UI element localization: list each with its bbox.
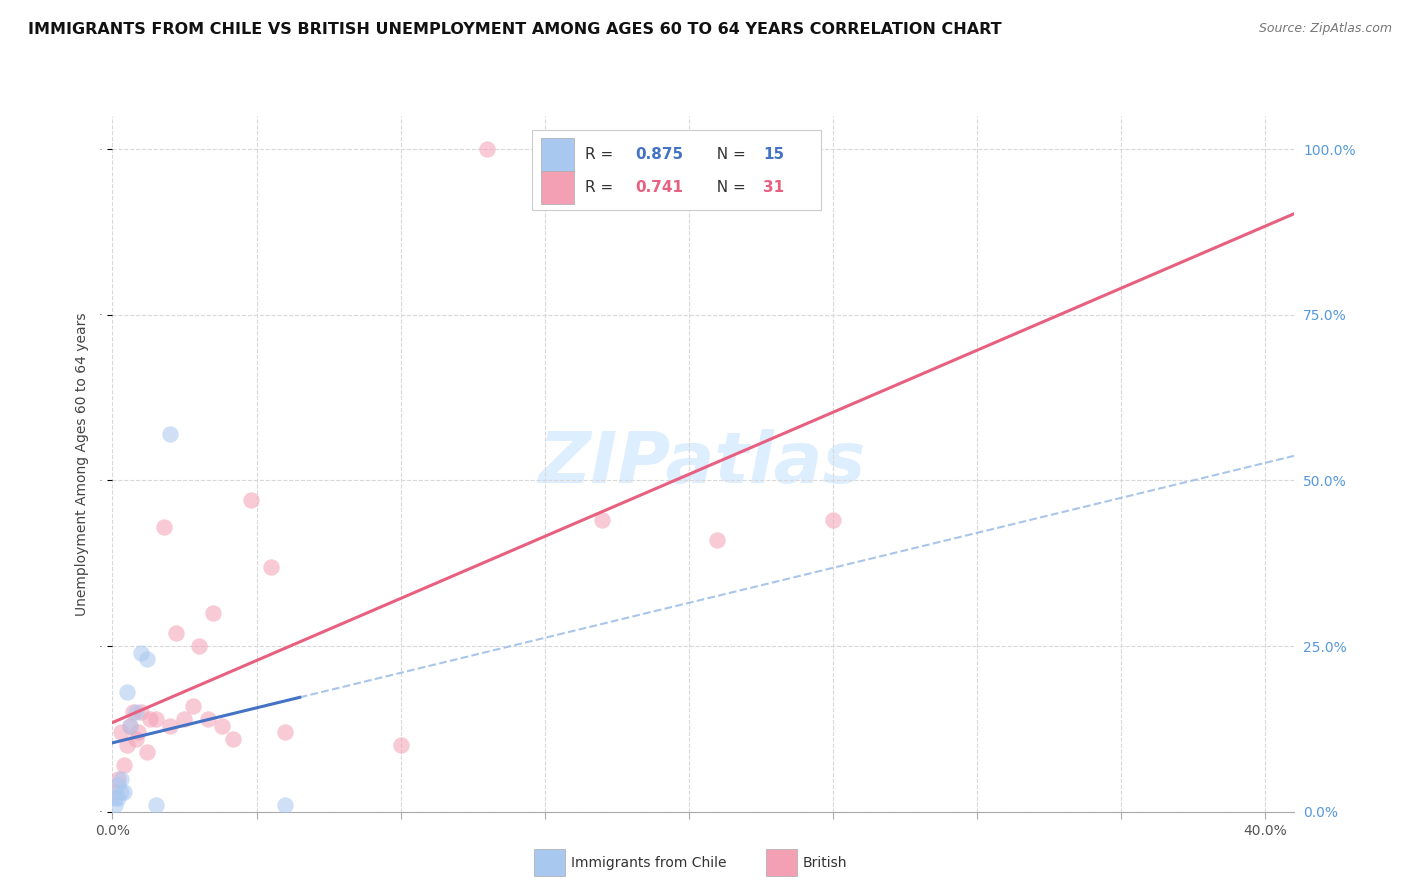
Point <box>118 718 141 732</box>
Text: British: British <box>803 855 848 870</box>
Point <box>197 712 219 726</box>
Point <box>112 758 135 772</box>
Point <box>121 706 143 720</box>
Point <box>274 798 297 813</box>
Bar <box>541 171 574 204</box>
Point <box>129 706 152 720</box>
Point <box>110 725 132 739</box>
Point <box>389 739 412 753</box>
Point <box>107 791 129 805</box>
Point <box>124 706 146 720</box>
Point <box>159 427 181 442</box>
Point <box>104 785 127 799</box>
Point <box>112 785 135 799</box>
Point <box>110 772 132 786</box>
Point <box>187 639 209 653</box>
Point <box>159 718 181 732</box>
Y-axis label: Unemployment Among Ages 60 to 64 years: Unemployment Among Ages 60 to 64 years <box>75 312 89 615</box>
Point <box>127 725 149 739</box>
Text: 0.741: 0.741 <box>636 180 683 195</box>
Point <box>202 606 225 620</box>
Text: 15: 15 <box>763 147 785 162</box>
Point <box>104 791 127 805</box>
Point <box>115 685 138 699</box>
Point <box>124 731 146 746</box>
Point <box>222 731 245 746</box>
Point <box>110 785 132 799</box>
Point <box>107 778 129 792</box>
Text: N =: N = <box>707 180 751 195</box>
Point <box>165 625 187 640</box>
Bar <box>541 138 574 171</box>
Text: 31: 31 <box>763 180 785 195</box>
Point <box>591 513 613 527</box>
Point <box>129 646 152 660</box>
Text: R =: R = <box>585 147 619 162</box>
Point <box>706 533 728 547</box>
Point <box>821 513 844 527</box>
Point <box>173 712 195 726</box>
Text: ZIPatlas: ZIPatlas <box>540 429 866 499</box>
Point <box>211 718 233 732</box>
Text: N =: N = <box>707 147 751 162</box>
Point <box>475 142 498 156</box>
Text: Source: ZipAtlas.com: Source: ZipAtlas.com <box>1258 22 1392 36</box>
Point <box>181 698 204 713</box>
Point <box>139 712 162 726</box>
Point <box>115 739 138 753</box>
Point <box>153 520 176 534</box>
Point <box>107 772 129 786</box>
FancyBboxPatch shape <box>531 130 821 210</box>
Point <box>145 798 167 813</box>
Point <box>239 493 262 508</box>
Point <box>136 652 159 666</box>
Point <box>260 559 283 574</box>
Text: 0.875: 0.875 <box>636 147 683 162</box>
Point <box>136 745 159 759</box>
Text: R =: R = <box>585 180 619 195</box>
Point <box>104 798 127 813</box>
Text: IMMIGRANTS FROM CHILE VS BRITISH UNEMPLOYMENT AMONG AGES 60 TO 64 YEARS CORRELAT: IMMIGRANTS FROM CHILE VS BRITISH UNEMPLO… <box>28 22 1001 37</box>
Point <box>145 712 167 726</box>
Text: Immigrants from Chile: Immigrants from Chile <box>571 855 727 870</box>
Point <box>274 725 297 739</box>
Point <box>118 718 141 732</box>
